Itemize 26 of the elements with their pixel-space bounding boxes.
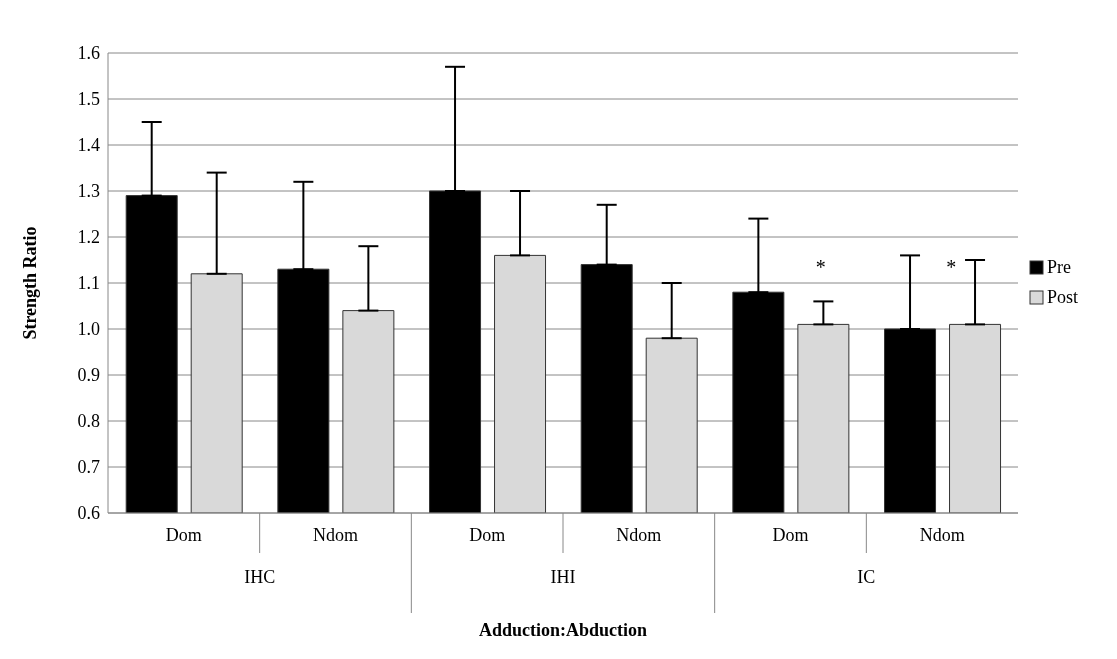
y-tick-label: 0.6 xyxy=(77,503,100,524)
annotation: * xyxy=(815,255,826,278)
y-tick-label: 1.6 xyxy=(77,43,100,64)
text: IC xyxy=(857,567,876,587)
x-tick-label: Ndom xyxy=(919,525,965,545)
y-axis-title: Strength Ratio xyxy=(20,226,40,340)
x-tick-label: Ndom xyxy=(616,525,662,545)
y-tick-label: 1.2 xyxy=(77,227,100,248)
legend-label: Post xyxy=(1047,287,1079,307)
annotation: * xyxy=(946,255,957,278)
y-tick-label: 0.9 xyxy=(77,365,100,386)
y-tick-label: 1.4 xyxy=(77,135,100,156)
y-tick-label: 0.8 xyxy=(77,411,100,432)
x-tick-label: Dom xyxy=(165,525,202,545)
legend-label: Pre xyxy=(1047,257,1071,277)
text: IHI xyxy=(550,567,576,587)
x-tick-label: Dom xyxy=(469,525,506,545)
y-tick-label: 1.5 xyxy=(77,89,100,110)
y-tick-label: 1.0 xyxy=(77,319,100,340)
y-tick-label: 1.1 xyxy=(77,273,100,294)
x-tick-label: Dom xyxy=(772,525,809,545)
y-tick-label: 0.7 xyxy=(77,457,100,478)
x-axis-title: Adduction:Abduction xyxy=(478,620,648,640)
text: IHC xyxy=(244,567,276,587)
y-tick-label: 1.3 xyxy=(77,181,100,202)
x-tick-label: Ndom xyxy=(313,525,358,545)
